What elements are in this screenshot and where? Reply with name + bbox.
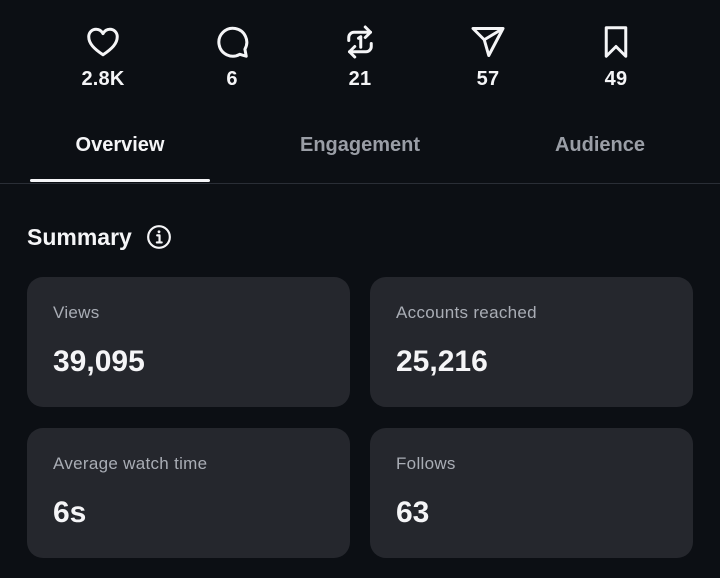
accounts-reached-card[interactable]: Accounts reached 25,216 xyxy=(370,277,693,407)
shares-count: 57 xyxy=(476,68,500,90)
follows-label: Follows xyxy=(396,454,456,473)
comments-count: 6 xyxy=(226,68,238,90)
tab-audience[interactable]: Audience xyxy=(554,134,646,156)
saves-count: 49 xyxy=(604,68,628,90)
comments-stat[interactable]: 6 xyxy=(192,24,272,91)
views-label: Views xyxy=(53,303,100,322)
follows-card[interactable]: Follows 63 xyxy=(370,428,693,558)
accounts-reached-value: 25,216 xyxy=(396,345,488,378)
likes-count: 2.8K xyxy=(81,68,125,90)
average-watch-time-card[interactable]: Average watch time 6s xyxy=(27,428,350,558)
comment-icon xyxy=(214,24,250,60)
tab-overview[interactable]: Overview xyxy=(75,134,165,156)
follows-value: 63 xyxy=(396,496,430,529)
average-watch-time-value: 6s xyxy=(53,496,87,529)
repost-icon xyxy=(342,24,378,60)
info-icon[interactable] xyxy=(146,224,172,250)
shares-stat[interactable]: 57 xyxy=(448,24,528,91)
summary-title: Summary xyxy=(27,223,132,250)
accounts-reached-label: Accounts reached xyxy=(396,303,537,322)
insights-tabs: Overview Engagement Audience xyxy=(0,120,720,184)
engagement-stats-row: 2.8K 6 21 xyxy=(0,24,720,96)
summary-header: Summary xyxy=(27,222,172,252)
tab-engagement[interactable]: Engagement xyxy=(299,134,421,156)
bookmark-icon xyxy=(598,24,634,60)
send-icon xyxy=(470,24,506,60)
reposts-count: 21 xyxy=(348,68,372,90)
views-value: 39,095 xyxy=(53,345,145,378)
heart-icon xyxy=(85,24,121,60)
average-watch-time-label: Average watch time xyxy=(53,454,208,473)
likes-stat[interactable]: 2.8K xyxy=(63,24,143,91)
reposts-stat[interactable]: 21 xyxy=(320,24,400,91)
saves-stat[interactable]: 49 xyxy=(576,24,656,91)
active-tab-indicator xyxy=(30,179,210,182)
views-card[interactable]: Views 39,095 xyxy=(27,277,350,407)
